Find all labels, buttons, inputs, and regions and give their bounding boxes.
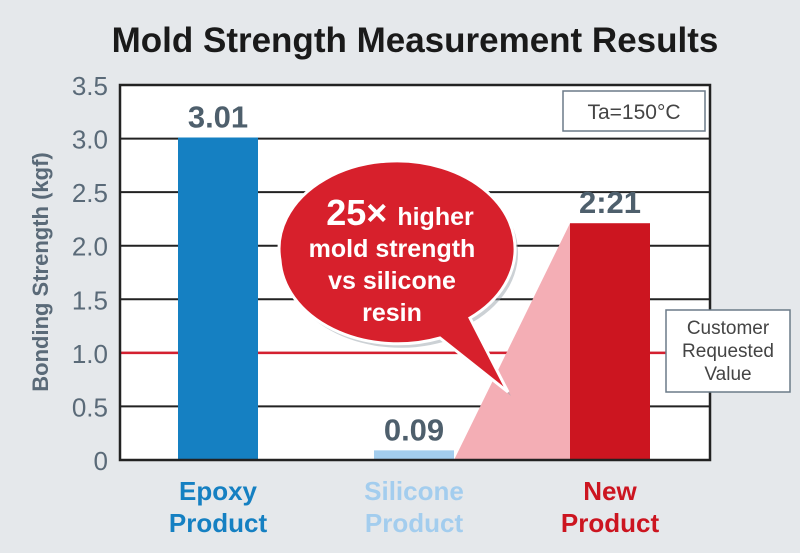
y-tick-label: 0 (94, 446, 108, 476)
y-tick-label: 0.5 (72, 392, 108, 422)
y-tick-label: 2.5 (72, 178, 108, 208)
data-label: 0.09 (384, 412, 444, 447)
y-tick-label: 1.5 (72, 285, 108, 315)
bar (374, 450, 454, 460)
condition-text: Ta=150°C (587, 101, 680, 124)
condition-box: Ta=150°C (562, 90, 706, 132)
callout-text: vs silicone (328, 267, 456, 295)
data-label: 3.01 (188, 100, 248, 135)
x-tick-label: New (583, 476, 637, 506)
callout-text: mold strength (309, 235, 476, 263)
y-tick-label: 1.0 (72, 339, 108, 369)
reference-label-text: Value (704, 364, 751, 385)
reference-label-text: Requested (682, 341, 774, 362)
chart-title: Mold Strength Measurement Results (112, 21, 719, 60)
y-axis-label: Bonding Strength (kgf) (28, 152, 53, 392)
callout-shape (277, 159, 517, 394)
plot-frame (118, 83, 712, 462)
bar (570, 223, 650, 460)
data-label: 2:21 (579, 185, 641, 220)
y-tick-label: 2.0 (72, 232, 108, 262)
x-tick-label: Epoxy (179, 476, 258, 506)
y-tick-label: 3.0 (72, 125, 108, 155)
x-tick-label: Product (561, 508, 660, 538)
callout-headline: 25× higher (326, 192, 474, 233)
x-tick-label: Product (169, 508, 268, 538)
highlight-triangle (454, 223, 570, 460)
x-tick-label: Silicone (364, 476, 464, 506)
x-tick-label: Product (365, 508, 464, 538)
callout-text: resin (362, 299, 422, 327)
y-tick-label: 3.5 (72, 71, 108, 101)
bar (178, 137, 258, 460)
reference-label-text: Customer (687, 318, 770, 339)
